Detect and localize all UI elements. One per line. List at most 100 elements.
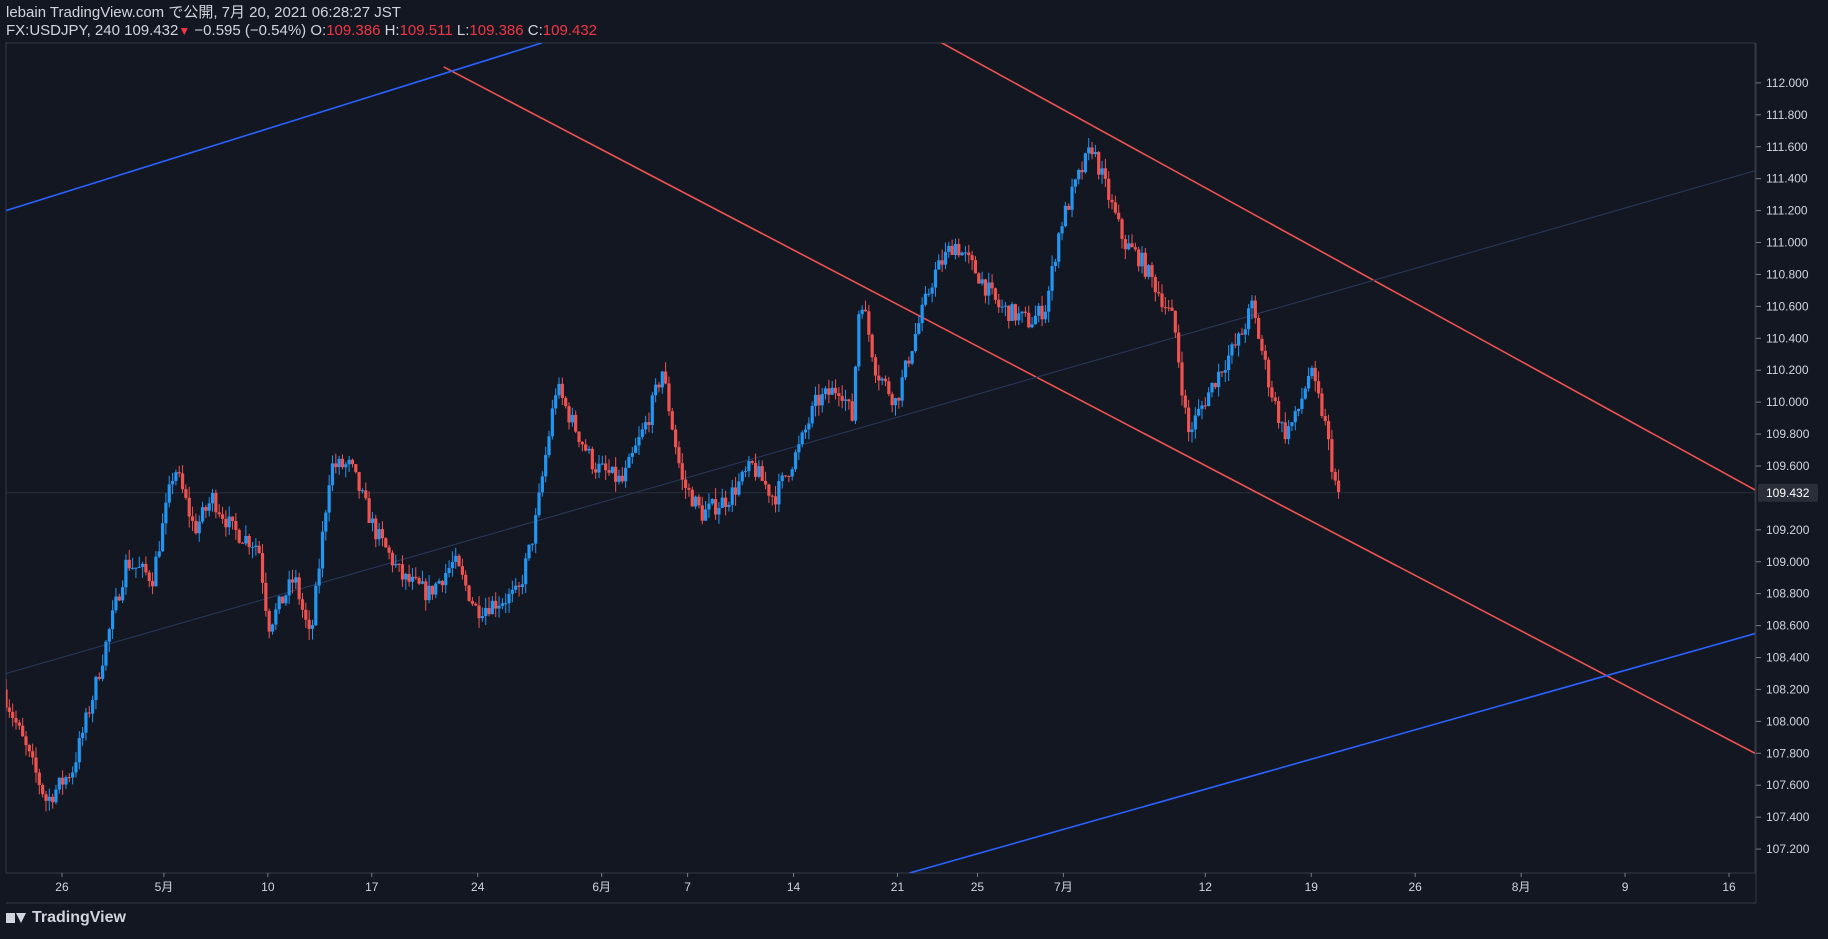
candle-body bbox=[1310, 367, 1314, 377]
candle-body bbox=[270, 624, 275, 632]
candle-body bbox=[124, 559, 128, 588]
candle-body bbox=[127, 559, 131, 569]
candle-body bbox=[707, 503, 711, 510]
x-tick-label: 17 bbox=[365, 880, 379, 894]
candle-body bbox=[730, 487, 734, 505]
candle-body bbox=[6, 689, 8, 708]
y-tick-label: 108.000 bbox=[1766, 714, 1810, 728]
candle-body bbox=[250, 547, 255, 549]
candle-body bbox=[474, 603, 478, 606]
symbol-label[interactable]: FX:USDJPY, 240 bbox=[6, 22, 120, 39]
candle-body bbox=[524, 558, 528, 585]
candle-body bbox=[204, 507, 208, 511]
chart-header: lebain TradingView.com で公開, 7月 20, 2021 … bbox=[6, 4, 597, 40]
candle-body bbox=[1027, 312, 1031, 328]
candle-body bbox=[923, 293, 928, 305]
candle-body bbox=[760, 466, 764, 481]
candle-body bbox=[234, 521, 238, 530]
plot-frame bbox=[5, 42, 1756, 874]
candle-body bbox=[294, 577, 298, 583]
candle-body bbox=[17, 722, 21, 726]
candle-body bbox=[863, 309, 868, 312]
publish-info: lebain TradingView.com で公開, 7月 20, 2021 … bbox=[6, 4, 401, 21]
candle-body bbox=[1220, 371, 1224, 373]
candle-body bbox=[870, 334, 874, 358]
candle-body bbox=[620, 475, 624, 482]
candle-body bbox=[810, 406, 814, 424]
candle-body bbox=[1033, 315, 1038, 325]
candle-body bbox=[91, 699, 95, 714]
candle-body bbox=[1240, 333, 1244, 335]
candle-body bbox=[733, 487, 738, 495]
candle-body bbox=[1043, 311, 1048, 320]
candle-body bbox=[614, 466, 618, 482]
candle-body bbox=[680, 463, 684, 480]
candle-body bbox=[297, 577, 301, 600]
candle-body bbox=[317, 568, 321, 586]
candle-body bbox=[1093, 152, 1097, 155]
candle-body bbox=[1180, 362, 1184, 396]
candle-body bbox=[154, 556, 158, 587]
candle-body bbox=[694, 496, 698, 507]
candle-body bbox=[660, 371, 664, 388]
high-label: H: bbox=[384, 22, 400, 39]
candle-body bbox=[444, 573, 448, 586]
candle-body bbox=[860, 309, 864, 315]
candle-body bbox=[1190, 429, 1194, 433]
candle-body bbox=[227, 516, 231, 528]
candle-body bbox=[1303, 388, 1307, 399]
candle-body bbox=[1257, 317, 1261, 339]
down-arrow-icon: ▼ bbox=[178, 24, 191, 38]
candle-body bbox=[960, 252, 964, 256]
y-tick-label: 110.000 bbox=[1766, 395, 1809, 409]
brand-name: TradingView bbox=[32, 909, 126, 926]
candle-body bbox=[1147, 265, 1151, 277]
candle-body bbox=[464, 574, 468, 586]
x-tick-label: 8月 bbox=[1512, 880, 1531, 894]
candle-body bbox=[1160, 293, 1164, 308]
open-value: 109.386 bbox=[326, 22, 381, 39]
y-tick-label: 107.800 bbox=[1766, 746, 1810, 760]
candle-body bbox=[144, 563, 148, 573]
candle-body bbox=[290, 579, 295, 583]
candle-body bbox=[54, 789, 58, 803]
candle-body bbox=[237, 529, 241, 543]
candle-body bbox=[167, 484, 171, 503]
candle-body bbox=[357, 472, 361, 492]
candle-body bbox=[1243, 329, 1247, 335]
candle-body bbox=[630, 452, 634, 457]
candle-body bbox=[410, 576, 415, 582]
candle-body bbox=[44, 794, 48, 801]
y-tick-label: 110.800 bbox=[1766, 267, 1809, 281]
candle-body bbox=[350, 459, 355, 465]
candle-body bbox=[997, 299, 1001, 308]
trendline-4 bbox=[6, 170, 1755, 674]
tradingview-footer[interactable]: TradingView bbox=[6, 909, 126, 927]
candle-body bbox=[1063, 205, 1067, 227]
candle-body bbox=[654, 384, 658, 396]
candle-body bbox=[187, 497, 191, 517]
candle-body bbox=[1120, 219, 1124, 239]
x-tick-label: 7 bbox=[684, 880, 691, 894]
plot-area[interactable] bbox=[4, 35, 1755, 873]
candle-body bbox=[224, 518, 228, 528]
candle-body bbox=[21, 725, 25, 737]
candle-body bbox=[504, 603, 508, 605]
trendline-0 bbox=[443, 66, 1755, 754]
candle-body bbox=[1223, 370, 1227, 373]
last-price-badge bbox=[1758, 483, 1818, 502]
trendline-3 bbox=[909, 632, 1755, 873]
candle-body bbox=[1153, 277, 1157, 293]
candle-body bbox=[554, 395, 558, 409]
candle-body bbox=[240, 542, 245, 544]
candle-body bbox=[897, 398, 901, 401]
open-label: O: bbox=[310, 22, 327, 39]
candle-body bbox=[813, 394, 818, 407]
candle-body bbox=[877, 375, 881, 381]
candle-body bbox=[827, 388, 831, 395]
candle-body bbox=[763, 480, 768, 485]
candle-body bbox=[1060, 226, 1064, 234]
candle-body bbox=[197, 521, 201, 534]
candle-body bbox=[1113, 202, 1117, 213]
